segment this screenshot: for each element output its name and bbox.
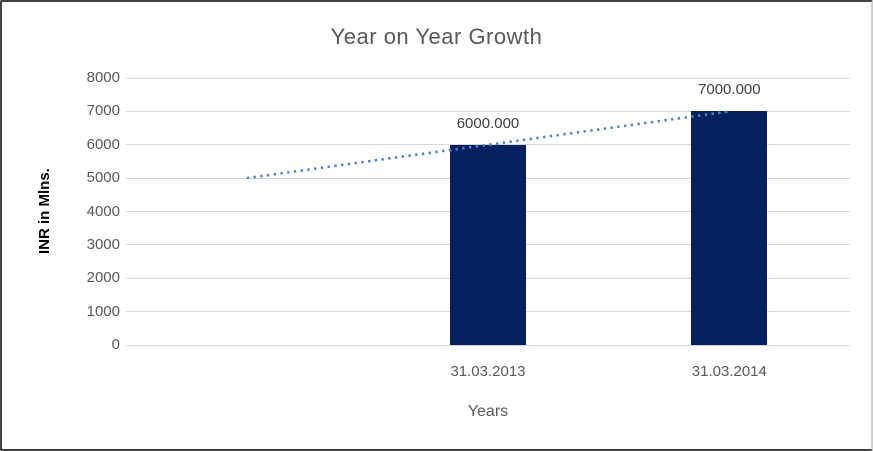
gridline bbox=[126, 110, 850, 112]
x-tick-label: 31.03.2013 bbox=[450, 363, 526, 380]
x-axis-title: Years bbox=[467, 403, 509, 420]
x-tick-label: 31.03.2014 bbox=[691, 363, 767, 380]
bar-data-label: 7000.000 bbox=[698, 81, 761, 99]
y-tick-label: 5000 bbox=[86, 169, 120, 187]
y-tick-label: 0 bbox=[111, 336, 120, 353]
plot-area: 6000.000 7000.000 bbox=[126, 77, 850, 346]
y-tick-label: 4000 bbox=[86, 202, 120, 220]
y-tick-label: 1000 bbox=[86, 302, 120, 320]
bar bbox=[450, 144, 526, 345]
y-tick-label: 3000 bbox=[86, 235, 120, 253]
bar-data-label: 6000.000 bbox=[456, 114, 520, 132]
y-tick-label: 2000 bbox=[86, 269, 120, 287]
gridline bbox=[126, 77, 850, 79]
y-tick-label: 8000 bbox=[86, 69, 120, 86]
x-axis-line bbox=[126, 344, 850, 346]
bar bbox=[691, 111, 768, 345]
y-tick-label: 7000 bbox=[86, 102, 120, 120]
y-tick-label: 6000 bbox=[86, 135, 120, 153]
chart-title: Year on Year Growth bbox=[330, 24, 543, 49]
